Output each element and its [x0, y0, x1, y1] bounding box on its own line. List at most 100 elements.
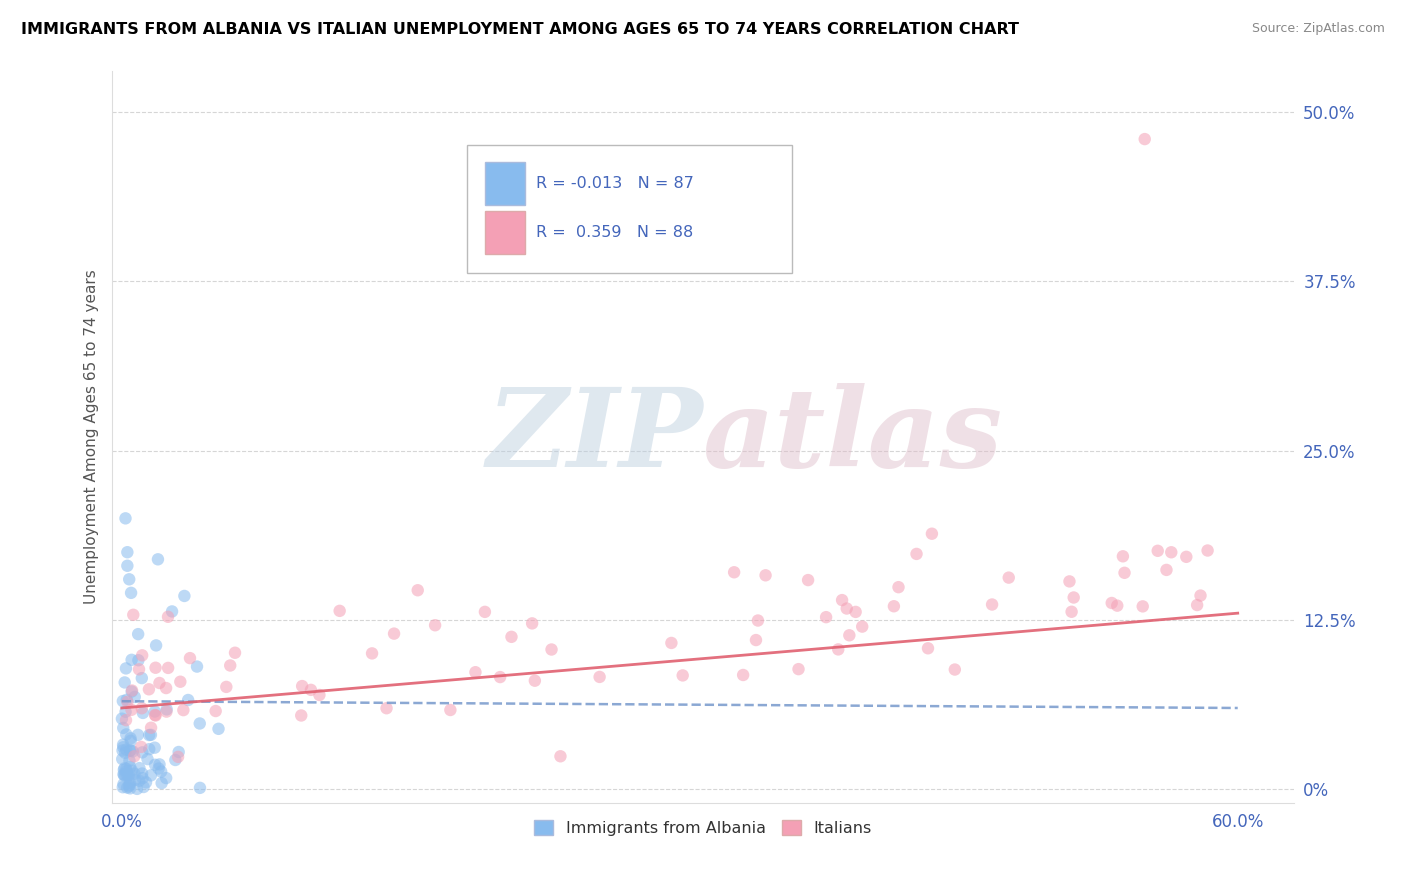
Point — [132, 780, 155, 794]
Point — [917, 641, 939, 656]
Point — [128, 662, 150, 676]
Point — [135, 775, 157, 789]
Point — [127, 653, 149, 667]
Point — [188, 716, 211, 731]
Point — [115, 693, 138, 707]
Point — [118, 572, 141, 586]
Text: atlas: atlas — [703, 384, 1004, 491]
Point — [112, 721, 135, 735]
Point — [501, 630, 523, 644]
Point — [1063, 591, 1085, 605]
Point — [118, 776, 141, 790]
Point — [1114, 566, 1136, 580]
Legend: Immigrants from Albania, Italians: Immigrants from Albania, Italians — [527, 814, 879, 842]
Point — [290, 708, 312, 723]
Point — [905, 547, 928, 561]
Point — [114, 768, 136, 782]
Point — [148, 757, 170, 772]
Point — [883, 599, 905, 614]
Point — [115, 727, 138, 741]
Point — [523, 673, 546, 688]
Point — [845, 605, 868, 619]
Point — [1132, 599, 1154, 614]
Point — [143, 705, 166, 719]
Point — [120, 781, 142, 796]
Point — [128, 761, 150, 775]
Point — [138, 728, 160, 742]
Point — [851, 619, 873, 633]
Text: IMMIGRANTS FROM ALBANIA VS ITALIAN UNEMPLOYMENT AMONG AGES 65 TO 74 YEARS CORREL: IMMIGRANTS FROM ALBANIA VS ITALIAN UNEMP… — [21, 22, 1019, 37]
Point — [157, 609, 180, 624]
FancyBboxPatch shape — [485, 161, 524, 205]
Point — [111, 712, 134, 726]
Point — [1107, 599, 1129, 613]
Point — [148, 762, 170, 776]
Point — [115, 767, 138, 781]
Text: Source: ZipAtlas.com: Source: ZipAtlas.com — [1251, 22, 1385, 36]
Text: R = -0.013   N = 87: R = -0.013 N = 87 — [537, 176, 695, 191]
Point — [136, 752, 159, 766]
Point — [112, 738, 135, 752]
Point — [169, 674, 191, 689]
Point — [308, 688, 330, 702]
Point — [114, 761, 136, 775]
Point — [156, 702, 179, 716]
Point — [887, 580, 910, 594]
Point — [121, 703, 143, 717]
Point — [145, 661, 167, 675]
Point — [815, 610, 838, 624]
Point — [143, 757, 166, 772]
Point — [464, 665, 486, 680]
Point — [112, 768, 135, 782]
Point — [838, 628, 860, 642]
Point — [122, 607, 145, 622]
Point — [115, 780, 138, 795]
Point — [118, 767, 141, 781]
Point — [1160, 545, 1182, 559]
Text: R =  0.359   N = 88: R = 0.359 N = 88 — [537, 225, 693, 240]
Point — [172, 703, 194, 717]
Point — [997, 571, 1019, 585]
Point — [1189, 589, 1212, 603]
Point — [207, 722, 229, 736]
Point — [943, 663, 966, 677]
Point — [382, 626, 405, 640]
Point — [118, 754, 141, 768]
Point — [588, 670, 610, 684]
Point — [124, 766, 146, 780]
Point — [155, 771, 177, 785]
Point — [131, 766, 153, 780]
Point — [520, 616, 543, 631]
Point — [1185, 598, 1208, 612]
Point — [1101, 596, 1123, 610]
Point — [1197, 543, 1219, 558]
Point — [179, 651, 201, 665]
Point — [115, 661, 138, 675]
Point — [111, 752, 134, 766]
Point — [1060, 605, 1083, 619]
Point — [219, 658, 242, 673]
Point — [1156, 563, 1178, 577]
Point — [121, 683, 143, 698]
FancyBboxPatch shape — [485, 211, 524, 254]
Point — [797, 573, 820, 587]
Point — [115, 713, 138, 727]
Point — [132, 706, 155, 720]
Point — [439, 703, 461, 717]
Point — [723, 566, 745, 580]
Point — [125, 781, 148, 796]
Point — [124, 772, 146, 787]
Point — [329, 604, 352, 618]
Point — [118, 780, 141, 794]
Point — [215, 680, 238, 694]
Point — [827, 642, 849, 657]
Point — [115, 762, 138, 776]
Point — [121, 684, 143, 698]
Point — [146, 552, 169, 566]
Point — [121, 744, 143, 758]
Point — [128, 773, 150, 788]
Point — [117, 695, 139, 709]
Point — [188, 780, 211, 795]
Point — [167, 745, 190, 759]
FancyBboxPatch shape — [467, 145, 792, 273]
